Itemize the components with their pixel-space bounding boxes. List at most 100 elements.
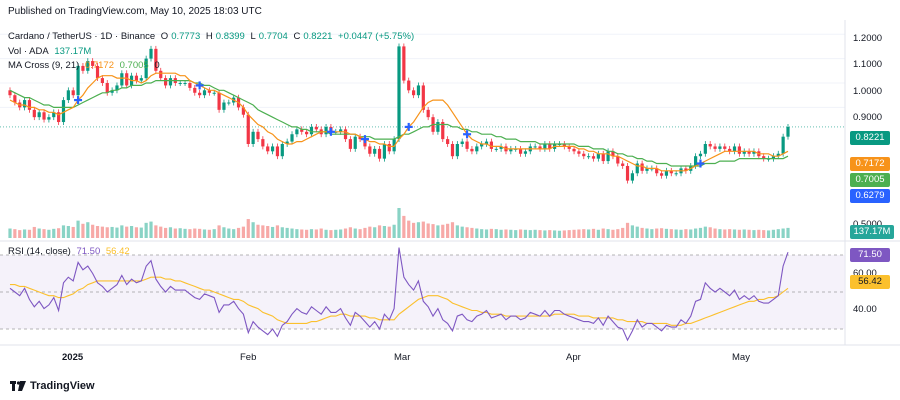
volume-bar <box>645 228 649 238</box>
volume-bar <box>348 227 352 238</box>
time-tick: Mar <box>394 352 411 363</box>
volume-bar <box>499 229 503 238</box>
volume-bar <box>290 228 294 238</box>
volume-bar <box>188 229 192 238</box>
volume-bar <box>572 229 576 238</box>
symbol-legend: Cardano / TetherUS · 1D · Binance O 0.777… <box>8 31 417 42</box>
volume-bar <box>494 229 498 238</box>
candle-body <box>455 144 459 157</box>
volume-bar <box>363 227 367 238</box>
rsi-tick-60: 60.00 <box>853 268 877 279</box>
candle-body <box>392 139 396 152</box>
volume-bar <box>125 226 129 238</box>
ma-legend: MA Cross (9, 21) 0.7172 0.7005 0 <box>8 60 163 71</box>
candle-body <box>684 168 688 171</box>
volume-bar <box>747 229 751 238</box>
volume-bar <box>193 228 197 238</box>
candle-body <box>640 163 644 171</box>
candle-body <box>591 156 596 159</box>
candle-body <box>402 46 406 81</box>
candle-body <box>227 102 231 104</box>
candle-body <box>484 141 489 144</box>
rsi-label[interactable]: RSI (14, close) <box>8 246 71 257</box>
candle-body <box>305 131 309 135</box>
ma-label[interactable]: MA Cross (9, 21) <box>8 60 80 71</box>
candle-body <box>377 148 382 159</box>
ma-fast-value: 0.7172 <box>84 60 114 71</box>
volume-bar <box>8 228 12 238</box>
volume-bar <box>227 228 231 238</box>
low-label: L <box>250 31 256 42</box>
candle-body <box>178 83 182 84</box>
volume-bar <box>446 223 450 238</box>
candle-body <box>523 151 528 154</box>
candle-body <box>241 107 245 115</box>
candle-body <box>202 90 207 96</box>
candle-body <box>300 129 304 132</box>
volume-bar <box>115 227 119 238</box>
volume-bar <box>353 228 357 238</box>
volume-bar <box>431 224 435 238</box>
candle-body <box>314 126 318 130</box>
candle-body <box>407 80 411 91</box>
ma-fast-tag: 0.7172 <box>850 157 890 171</box>
symbol-name[interactable]: Cardano / TetherUS · 1D · Binance <box>8 31 156 42</box>
volume-bar <box>183 228 187 238</box>
volume-bar <box>86 222 90 238</box>
volume-bar <box>523 229 528 238</box>
candle-body <box>57 112 61 123</box>
volume-bar <box>728 229 732 238</box>
price-tick: 0.5000 <box>853 219 882 230</box>
candle-body <box>781 136 785 154</box>
candle-body <box>309 126 314 135</box>
volume-bar <box>684 229 688 238</box>
volume-bar <box>76 220 80 238</box>
volume-bar <box>300 229 304 238</box>
time-tick: May <box>732 352 750 363</box>
volume-bar <box>509 229 513 238</box>
candle-body <box>548 144 552 149</box>
volume-bar <box>95 226 100 238</box>
ma-slow-value: 0.7005 <box>119 60 149 71</box>
candle-body <box>635 163 639 174</box>
volume-label[interactable]: Vol · ADA <box>8 46 49 57</box>
volume-bar <box>66 226 70 238</box>
candle-body <box>76 65 80 96</box>
volume-bar <box>110 226 114 238</box>
candle-body <box>168 78 173 86</box>
volume-bar <box>514 230 518 238</box>
candle-body <box>154 48 158 71</box>
volume-bar <box>91 224 95 238</box>
rsi-ma-value: 56.42 <box>105 246 130 257</box>
ma-slow-line <box>9 80 789 167</box>
volume-bar <box>616 229 620 238</box>
volume-bar <box>100 226 104 238</box>
price-tick: 0.9000 <box>853 112 883 123</box>
volume-bar <box>18 230 22 238</box>
candle-body <box>426 109 430 118</box>
volume-bar <box>640 227 644 238</box>
volume-bar <box>635 226 639 238</box>
candle-body <box>611 151 615 157</box>
volume-bar <box>236 227 241 238</box>
candle-body <box>358 136 362 140</box>
volume-bar <box>771 229 776 238</box>
volume-bar <box>504 229 508 238</box>
tradingview-logo[interactable]: TradingView <box>10 380 95 392</box>
volume-legend: Vol · ADA 137.17M <box>8 46 94 57</box>
volume-bar <box>489 228 493 238</box>
candle-body <box>587 156 591 158</box>
volume-bar <box>280 227 284 238</box>
candle-body <box>382 144 387 159</box>
candle-body <box>538 146 542 149</box>
volume-value: 137.17M <box>54 46 92 57</box>
volume-bar <box>703 226 707 238</box>
candle-body <box>460 141 464 144</box>
volume-bar <box>285 227 289 238</box>
volume-bar <box>630 225 634 238</box>
rsi-line <box>9 247 789 342</box>
volume-bar <box>397 208 401 238</box>
candle-body <box>256 131 260 140</box>
ma-fast-line <box>9 72 789 172</box>
